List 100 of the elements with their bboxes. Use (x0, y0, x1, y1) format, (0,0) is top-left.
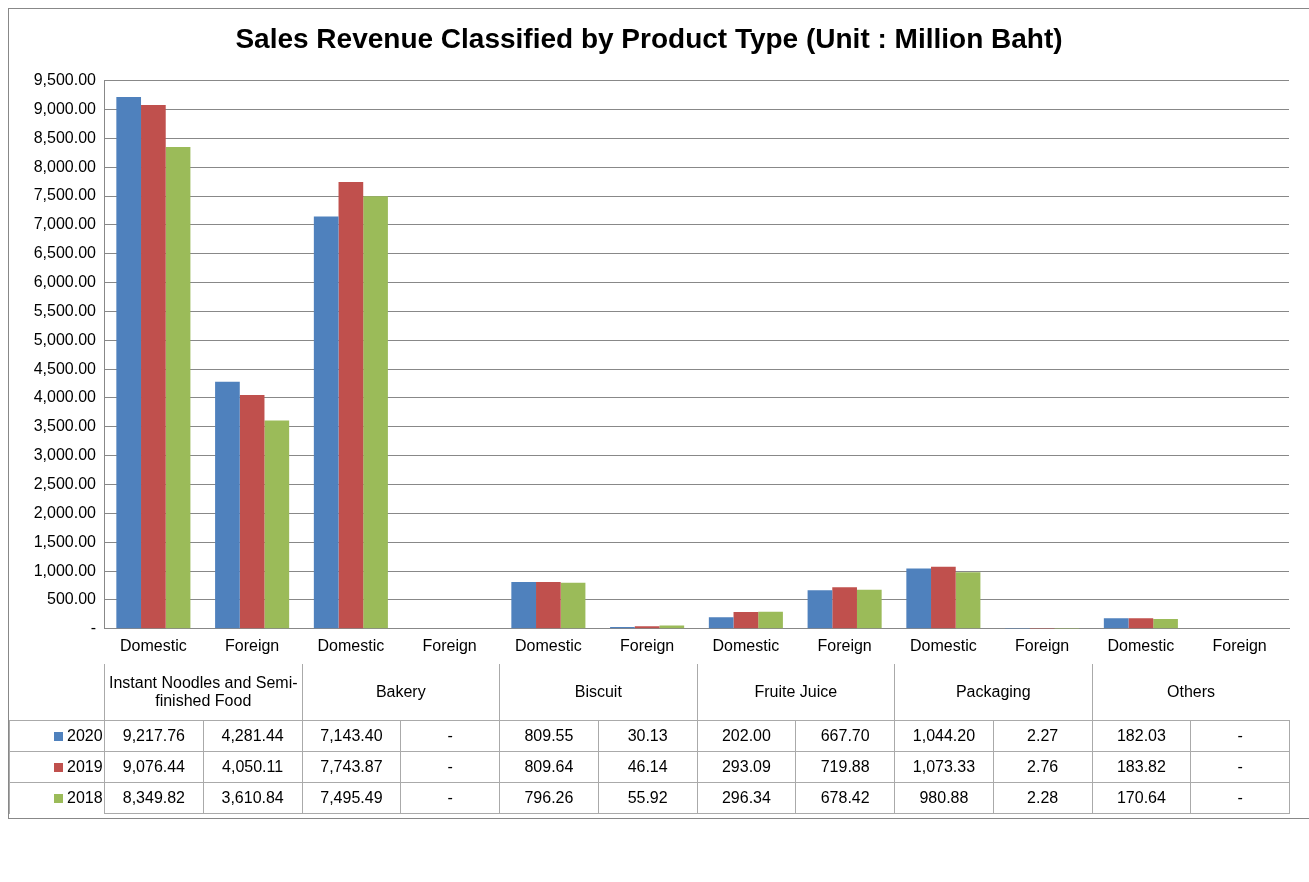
bar (215, 381, 240, 629)
text: Others (1092, 664, 1290, 721)
text: Packaging (894, 664, 1093, 721)
bar (758, 611, 783, 629)
bar (955, 572, 981, 629)
bar (931, 566, 956, 629)
legend-label: 2018 (9, 782, 105, 814)
data-label: 9,217.76 (104, 720, 204, 752)
bar (733, 611, 759, 629)
bar (165, 146, 191, 629)
bar (708, 617, 734, 629)
data-label: 980.88 (894, 782, 994, 814)
data-label: 7,495.49 (302, 782, 401, 814)
data-label: 796.26 (499, 782, 599, 814)
y-tick-label: 2,500.00 (33, 474, 97, 492)
data-label: 296.34 (697, 782, 796, 814)
legend-label: 2019 (9, 751, 105, 783)
bar (536, 582, 561, 629)
data-label: 2.28 (993, 782, 1093, 814)
text: - (1237, 758, 1243, 775)
y-tick-label: 4,500.00 (33, 359, 97, 377)
data-label: 182.03 (1092, 720, 1191, 752)
data-label: 2.76 (993, 751, 1093, 783)
bar (856, 589, 882, 629)
y-tick-label: 6,000.00 (33, 272, 97, 290)
text: - (1237, 789, 1243, 806)
chart-title: Sales Revenue Classified by Product Type (Unit : Million Baht) (235, 22, 1063, 54)
data-label: 9,076.44 (104, 751, 204, 783)
data-label: 809.64 (499, 751, 599, 783)
data-label: 7,143.40 (302, 720, 401, 752)
bar (264, 420, 290, 629)
bar (634, 626, 660, 629)
y-tick-label: 1,500.00 (33, 532, 97, 550)
data-label: 8,349.82 (104, 782, 204, 814)
text: - (447, 789, 453, 806)
y-tick-label: 7,000.00 (33, 215, 97, 233)
data-label: 183.82 (1092, 751, 1191, 783)
data-label: 719.88 (795, 751, 895, 783)
y-tick-label: 5,500.00 (33, 301, 97, 319)
text: Biscuit (499, 664, 698, 721)
x-tick-label: Domestic (712, 636, 780, 654)
bar (1128, 618, 1154, 629)
data-label: 1,044.20 (894, 720, 994, 752)
data-label: 678.42 (795, 782, 895, 814)
y-tick-label: 500.00 (47, 590, 97, 608)
y-tick-label: 9,500.00 (33, 71, 97, 89)
y-tick-label: 3,000.00 (33, 446, 97, 464)
data-label: 809.55 (499, 720, 599, 752)
y-tick-label: 6,500.00 (33, 244, 97, 262)
y-tick-label: 8,500.00 (33, 128, 97, 146)
x-tick-label: Domestic (120, 636, 187, 654)
bar (313, 216, 339, 629)
bar (511, 582, 537, 629)
y-tick-label: 5,000.00 (33, 330, 97, 348)
bar (560, 582, 586, 629)
y-tick-label: 4,000.00 (33, 388, 97, 406)
text: Instant Noodles and Semi-finished Food (104, 664, 303, 721)
y-tick-label: 8,000.00 (33, 157, 97, 175)
bar (906, 568, 932, 629)
data-label: 3,610.84 (203, 782, 303, 814)
data-label: 7,743.87 (302, 751, 401, 783)
data-label: 170.64 (1092, 782, 1191, 814)
text: Bakery (302, 664, 500, 721)
x-tick-label: Foreign (422, 636, 477, 654)
y-tick-label: 3,500.00 (33, 417, 97, 435)
bar (1153, 618, 1178, 629)
y-tick-label: 1,000.00 (33, 561, 97, 579)
data-label: 202.00 (697, 720, 796, 752)
bar (116, 96, 142, 629)
y-tick-label: 2,000.00 (33, 503, 97, 521)
x-tick-label: Foreign (1015, 636, 1070, 654)
x-tick-label: Foreign (1212, 636, 1267, 654)
x-tick-label: Foreign (225, 636, 280, 654)
bar (363, 196, 388, 629)
data-label: 4,281.44 (203, 720, 303, 752)
x-tick-label: Domestic (1107, 636, 1175, 654)
data-label: 1,073.33 (894, 751, 994, 783)
x-tick-label: Domestic (317, 636, 385, 654)
bar (832, 587, 857, 629)
x-tick-label: Foreign (620, 636, 675, 654)
bar (338, 181, 364, 629)
data-label: 2.27 (993, 720, 1093, 752)
data-label: 667.70 (795, 720, 895, 752)
text: - (447, 727, 453, 744)
data-label: 55.92 (598, 782, 698, 814)
bar (141, 105, 166, 629)
bar (807, 590, 833, 629)
bar (1103, 618, 1129, 629)
text: Fruite Juice (697, 664, 895, 721)
data-label: 293.09 (697, 751, 796, 783)
legend-label: 2020 (9, 720, 105, 752)
data-label: 46.14 (598, 751, 698, 783)
text: - (447, 758, 453, 775)
x-tick-label: Domestic (910, 636, 977, 654)
y-tick-label: - (90, 619, 96, 637)
y-tick-label: 9,000.00 (33, 99, 97, 117)
bar (239, 395, 265, 629)
y-tick-label: 7,500.00 (33, 186, 97, 204)
x-tick-label: Foreign (817, 636, 872, 654)
text: - (1237, 727, 1243, 744)
